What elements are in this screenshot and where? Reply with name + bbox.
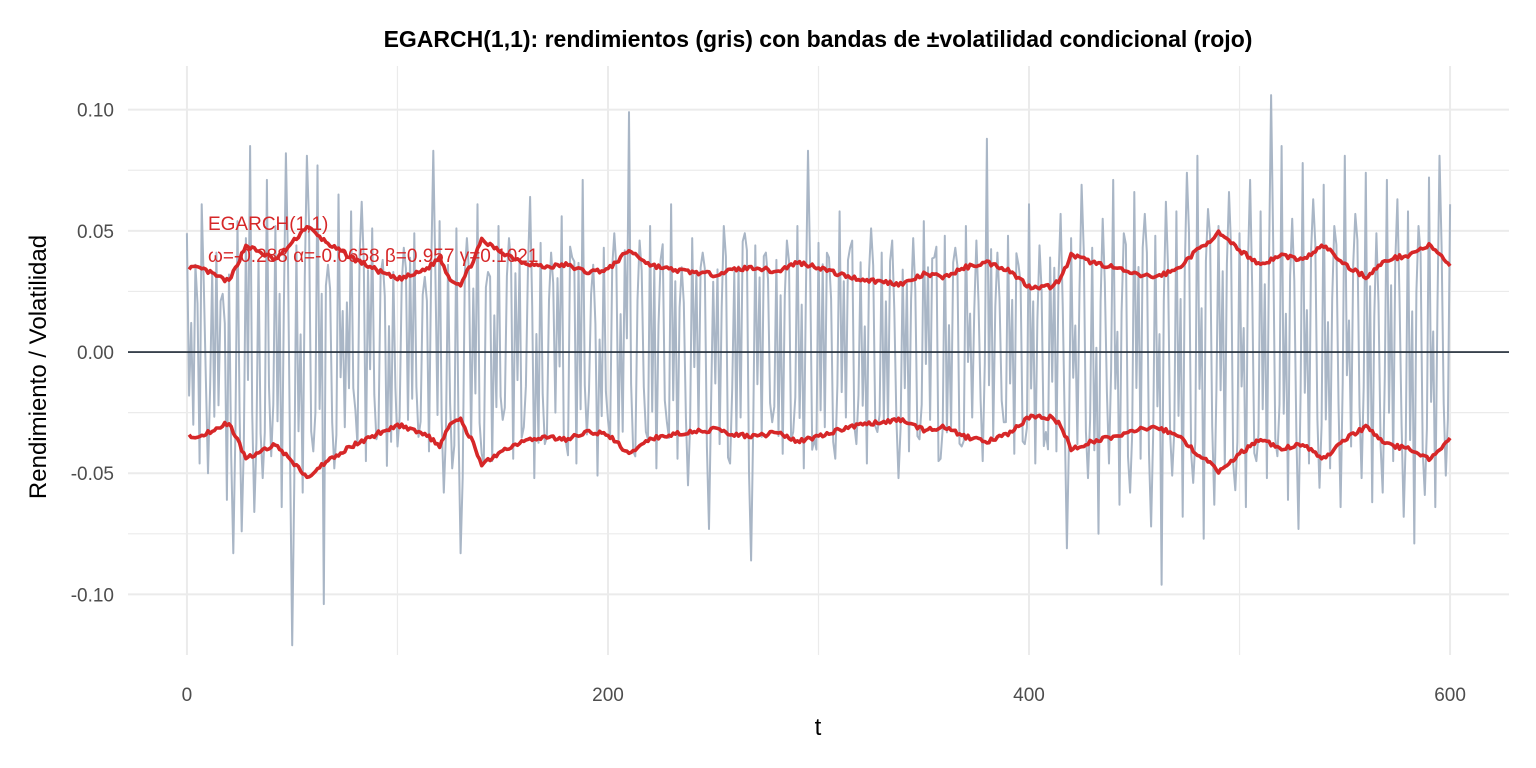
y-tick-label: -0.05 xyxy=(71,464,114,485)
x-tick-label: 0 xyxy=(182,685,193,706)
volatility-upper-band xyxy=(187,224,1452,291)
volatility-lower-band xyxy=(187,413,1452,480)
y-axis-ticks: -0.10 -0.05 0.00 0.05 0.10 xyxy=(71,101,114,607)
annotation-params: ω=-0.288 α=-0.0658 β=0.957 γ=0.1021 xyxy=(208,246,538,267)
y-tick-label: 0.00 xyxy=(77,343,114,364)
volatility-layer xyxy=(187,224,1452,480)
x-axis-ticks: 0 200 400 600 xyxy=(182,685,1466,706)
chart-title: EGARCH(1,1): rendimientos (gris) con ban… xyxy=(384,26,1253,52)
x-axis-title: t xyxy=(815,714,822,741)
y-tick-label: 0.10 xyxy=(77,101,114,122)
y-tick-label: -0.10 xyxy=(71,585,114,606)
x-tick-label: 200 xyxy=(592,685,624,706)
returns-line xyxy=(185,94,1452,647)
returns-layer xyxy=(185,94,1452,647)
y-tick-label: 0.05 xyxy=(77,222,114,243)
annotation-label: EGARCH(1,1) xyxy=(208,214,328,235)
x-tick-label: 400 xyxy=(1013,685,1045,706)
x-tick-label: 600 xyxy=(1434,685,1466,706)
annotation: EGARCH(1,1) ω=-0.288 α=-0.0658 β=0.957 γ… xyxy=(208,214,538,267)
y-axis-title: Rendimiento / Volatilidad xyxy=(25,235,52,499)
